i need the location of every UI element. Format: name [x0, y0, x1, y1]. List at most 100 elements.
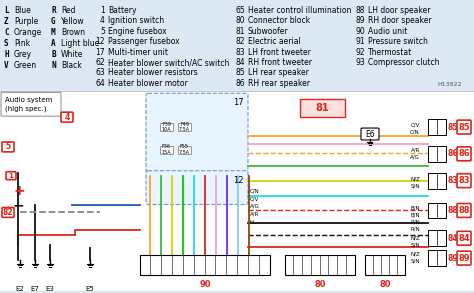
Text: Thermostat: Thermostat	[368, 48, 412, 57]
Text: C/V: C/V	[250, 196, 259, 201]
Text: S/N: S/N	[410, 258, 420, 264]
Bar	[428, 202, 446, 218]
Text: R/N: R/N	[410, 220, 420, 225]
Text: A: A	[51, 39, 55, 48]
Text: Purple: Purple	[14, 17, 38, 26]
Text: F55
7.5A: F55 7.5A	[179, 144, 190, 155]
Text: R: R	[51, 6, 55, 15]
FancyBboxPatch shape	[146, 93, 248, 172]
Text: E5: E5	[86, 286, 94, 292]
Text: F39
10A: F39 10A	[162, 122, 171, 132]
Text: 92: 92	[356, 48, 365, 57]
Text: Heater blower motor: Heater blower motor	[108, 79, 188, 88]
Text: 90: 90	[355, 27, 365, 36]
Text: 84: 84	[236, 58, 245, 67]
Text: Blue: Blue	[14, 6, 31, 15]
Text: Electric aerial: Electric aerial	[248, 37, 301, 46]
Text: Heater blower resistors: Heater blower resistors	[108, 69, 198, 77]
Text: 85: 85	[458, 122, 470, 132]
Text: (high spec.): (high spec.)	[5, 105, 46, 112]
Text: Pink: Pink	[14, 39, 30, 48]
Bar	[178, 123, 191, 131]
Text: LH front tweeter: LH front tweeter	[248, 48, 311, 57]
Text: A/G: A/G	[410, 154, 420, 159]
Text: RH rear speaker: RH rear speaker	[248, 79, 310, 88]
Text: E6: E6	[365, 130, 375, 139]
Text: 85: 85	[448, 122, 458, 132]
Text: 82: 82	[236, 37, 245, 46]
Text: S: S	[4, 39, 9, 48]
Text: 12: 12	[95, 37, 105, 46]
Text: 85: 85	[236, 69, 245, 77]
FancyBboxPatch shape	[6, 172, 16, 180]
Text: −: −	[13, 198, 25, 212]
FancyBboxPatch shape	[457, 231, 471, 245]
Bar	[428, 146, 446, 162]
Text: A/G: A/G	[250, 204, 260, 209]
Text: LH rear speaker: LH rear speaker	[248, 69, 309, 77]
Bar	[428, 119, 446, 135]
Text: Audio system: Audio system	[5, 97, 52, 103]
Text: 84: 84	[448, 234, 459, 243]
Text: Pressure switch: Pressure switch	[368, 37, 428, 46]
Text: 12: 12	[234, 176, 244, 185]
Text: N/Z: N/Z	[410, 236, 420, 241]
Text: B: B	[51, 50, 55, 59]
Text: Orange: Orange	[14, 28, 42, 37]
Text: 86: 86	[236, 79, 245, 88]
FancyBboxPatch shape	[457, 120, 471, 134]
Text: Brown: Brown	[61, 28, 85, 37]
Text: 63: 63	[95, 69, 105, 77]
Text: RH front tweeter: RH front tweeter	[248, 58, 312, 67]
Text: 1: 1	[100, 6, 105, 15]
Text: Passenger fusebox: Passenger fusebox	[108, 37, 180, 46]
Text: 90: 90	[199, 280, 211, 289]
Text: C/N: C/N	[410, 130, 420, 134]
Text: 86: 86	[458, 149, 470, 158]
Bar	[428, 173, 446, 189]
Text: N/Z: N/Z	[410, 176, 420, 181]
Text: 84: 84	[458, 234, 470, 243]
Text: 89: 89	[448, 254, 459, 263]
Text: 88: 88	[458, 206, 470, 215]
FancyBboxPatch shape	[2, 207, 14, 217]
Text: L: L	[4, 6, 9, 15]
FancyBboxPatch shape	[457, 204, 471, 217]
Bar	[160, 123, 173, 131]
Text: 81: 81	[236, 27, 245, 36]
FancyBboxPatch shape	[2, 142, 14, 152]
Text: 83: 83	[448, 176, 459, 185]
Text: Ignition switch: Ignition switch	[108, 16, 164, 25]
Bar	[365, 255, 405, 275]
Text: 89: 89	[356, 16, 365, 25]
Text: 93: 93	[355, 58, 365, 67]
Text: 17: 17	[233, 98, 244, 107]
Text: Multi-timer unit: Multi-timer unit	[108, 48, 168, 57]
Text: V: V	[4, 61, 9, 69]
Text: 82: 82	[3, 208, 13, 217]
Text: 88: 88	[356, 6, 365, 15]
Text: 89: 89	[458, 254, 470, 263]
Text: A/R: A/R	[410, 147, 420, 152]
Text: F36
15A: F36 15A	[162, 144, 171, 155]
Bar	[428, 230, 446, 246]
Text: Battery: Battery	[108, 6, 137, 15]
Text: M: M	[51, 28, 55, 37]
Text: White: White	[61, 50, 83, 59]
Text: Z: Z	[4, 17, 9, 26]
Text: 86: 86	[448, 149, 459, 158]
FancyBboxPatch shape	[146, 171, 248, 205]
Text: S/N: S/N	[410, 183, 420, 188]
Text: N/Z: N/Z	[410, 252, 420, 257]
Text: 5: 5	[5, 142, 10, 151]
Bar	[140, 255, 270, 275]
Text: 91: 91	[356, 37, 365, 46]
Text: Connector block: Connector block	[248, 16, 310, 25]
Text: C/V: C/V	[410, 122, 420, 127]
Text: B/N: B/N	[410, 206, 420, 211]
FancyBboxPatch shape	[457, 251, 471, 265]
Bar	[285, 255, 355, 275]
FancyBboxPatch shape	[457, 174, 471, 188]
Text: 83: 83	[236, 48, 245, 57]
Text: 80: 80	[314, 280, 326, 289]
